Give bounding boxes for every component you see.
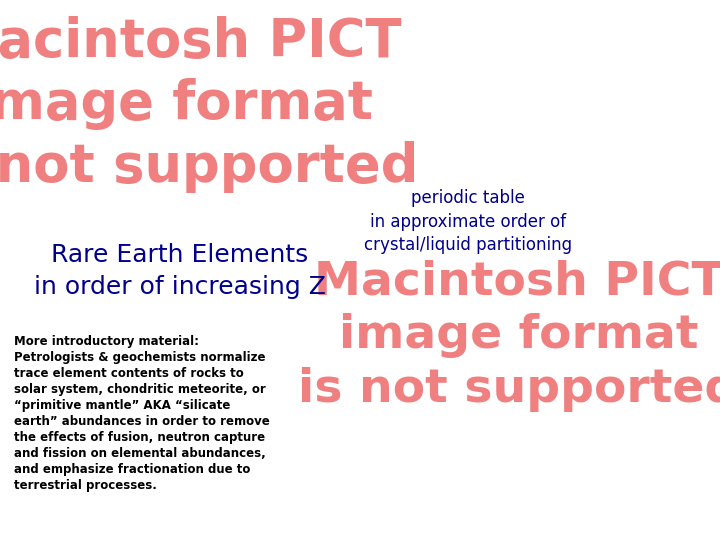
Text: More introductory material:
Petrologists & geochemists normalize
trace element c: More introductory material: Petrologists…	[14, 335, 270, 492]
Text: Macintosh PICT
image format
is not supported: Macintosh PICT image format is not suppo…	[0, 16, 418, 193]
Text: periodic table
in approximate order of
crystal/liquid partitioning: periodic table in approximate order of c…	[364, 189, 572, 254]
Text: Macintosh PICT
image format
is not supported: Macintosh PICT image format is not suppo…	[298, 259, 720, 411]
Text: Rare Earth Elements
in order of increasing Z: Rare Earth Elements in order of increasi…	[34, 243, 326, 299]
